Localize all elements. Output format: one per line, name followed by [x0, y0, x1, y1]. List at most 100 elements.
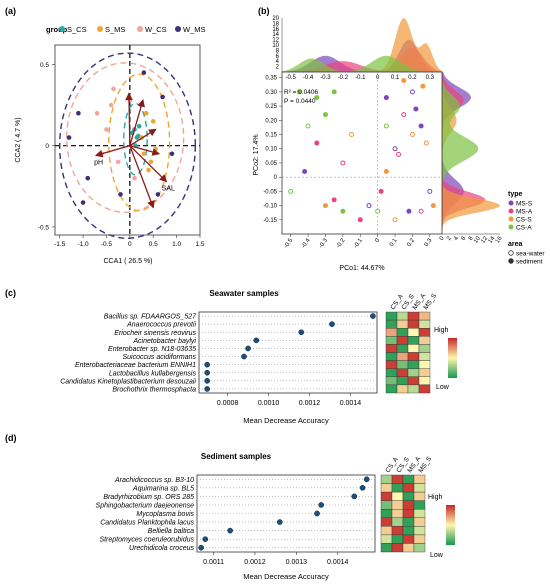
category-label: Enterobacteriaceae bacterium ENNIH1: [75, 362, 196, 369]
heatmap-cell: [402, 474, 415, 484]
y-tick-label-b: -0.15: [263, 218, 277, 224]
point-cs-s: [383, 168, 389, 174]
heatmap-cell: [391, 474, 404, 484]
env-arrow: [129, 128, 157, 147]
point-cs-a: [340, 208, 346, 214]
point-s_ms: [148, 159, 154, 165]
point-s_ms: [153, 146, 158, 152]
point-w_cs: [94, 110, 100, 116]
heatmap-cell: [385, 311, 398, 321]
legend-label-s_ms: S_MS: [105, 25, 125, 34]
right-density-tick-label: 16: [495, 235, 504, 244]
heatmap-cell: [413, 500, 426, 510]
x-tick-label-b: 0: [374, 237, 381, 244]
heatmap-cell: [380, 474, 393, 484]
x-tick-label-a: 0.5: [149, 241, 158, 248]
data-dot: [298, 329, 305, 336]
y-tick-label-a: -0.5: [38, 224, 50, 231]
heatmap-cell: [418, 368, 431, 378]
point-w_ms: [141, 70, 147, 75]
category-label: Sphingobacterium daejeonense: [96, 502, 195, 509]
point-s_ms: [141, 151, 147, 157]
heatmap-cell: [407, 336, 420, 345]
heatmap-cell: [385, 336, 398, 345]
heatmap-cell: [413, 517, 426, 527]
y-tick-label-b: 0.30: [265, 90, 277, 96]
heatmap-cell: [396, 336, 409, 345]
category-label: Bradyrhizobium sp. ORS 285: [103, 494, 194, 501]
legend-marker-cs-a: [508, 224, 514, 230]
point-w_ms: [85, 175, 91, 181]
category-label: Arachidicoccus sp. B3-10: [114, 477, 194, 484]
heatmap-cell: [418, 344, 431, 353]
category-label: Streptomyces coeruleorubidus: [99, 537, 194, 544]
legend-marker-sediment: [508, 258, 514, 264]
x-top-tick-label-b: 0.2: [408, 75, 417, 81]
right-density-tick-label: 4: [453, 235, 460, 242]
heatmap-cell: [396, 376, 409, 386]
scale-high-d: High: [428, 494, 443, 501]
legend-a: S_CS S_MS W_CS W_MS: [59, 25, 206, 34]
point-cs-s: [392, 217, 398, 223]
category-label: Mycoplasma bovis: [136, 511, 194, 518]
y-tick-label-b: 0.15: [265, 133, 277, 139]
plot-frame-a: [54, 44, 201, 236]
point-w_ms: [80, 200, 86, 205]
right-density-tick-label: 14: [488, 235, 497, 244]
point-ms-a: [401, 112, 407, 118]
heatmap-cell: [413, 474, 426, 484]
heatmap-cell: [396, 352, 409, 361]
point-cs-s: [401, 78, 407, 84]
point-ms-a: [314, 140, 320, 146]
heatmap-cell: [391, 500, 404, 510]
right-density-tick-label: 12: [480, 235, 489, 244]
legend-marker-ms-a: [508, 208, 514, 214]
panel-c-seawater-chart: Seawater samples Bacillus sp. FDAARGOS_5…: [60, 289, 457, 425]
x-axis-label-a: CCA1 ( 26.5 %): [103, 258, 152, 265]
heatmap-cell: [391, 534, 404, 544]
y-tick-label-b: -0.05: [263, 189, 277, 195]
heatmap-d: CS_ACS_SMS_AMS_S: [380, 455, 434, 553]
chart-title-d: Sediment samples: [201, 452, 272, 461]
legend-label-ms-s: MS-S: [516, 201, 533, 208]
ellipse-s_ms: [108, 73, 171, 212]
point-w_cs: [104, 127, 109, 132]
plot-frame-b: [281, 71, 443, 235]
heatmap-cell: [391, 509, 404, 518]
ellipse-w_ms: [58, 52, 197, 239]
legend-title-type: type: [508, 191, 523, 198]
point-s_ms: [146, 167, 151, 173]
heatmap-cell: [418, 319, 431, 329]
heatmap-cell: [385, 360, 398, 369]
category-label: Candidatus Kinetoplastibacterium desouza…: [60, 378, 196, 385]
data-dot: [241, 353, 247, 360]
x-top-tick-label-b: -0.2: [338, 75, 349, 81]
point-w_ms: [155, 192, 161, 197]
x-top-tick-label-b: 0.1: [391, 75, 400, 81]
x-top-tick-label-b: -0.1: [355, 75, 366, 81]
heatmap-cell: [402, 509, 415, 518]
heatmap-cell: [402, 483, 415, 493]
env-arrow: [129, 145, 161, 156]
legend-label-w_ms: W_MS: [183, 25, 206, 34]
x-tick-label-a: 1.5: [195, 241, 204, 248]
top-density-tick-label: 8: [276, 48, 280, 54]
point-ms-s: [392, 146, 398, 152]
heatmap-cell: [385, 352, 398, 361]
y-tick-label-b: 0: [274, 175, 278, 181]
chart-title-c: Seawater samples: [209, 289, 279, 298]
x-tick-label: 0.0010: [258, 400, 280, 407]
top-density-tick-label: 18: [272, 21, 279, 27]
top-density-cs-a: [282, 55, 442, 72]
heatmap-cell: [413, 491, 426, 501]
data-dot: [318, 502, 325, 508]
x-axis-label-b: PCo1: 44.67%: [339, 265, 384, 272]
color-scale-c: High Low: [434, 327, 457, 391]
panel-label-c: (c): [5, 288, 16, 298]
category-label: Belliella baltica: [148, 528, 194, 535]
heatmap-cell: [402, 491, 415, 501]
heatmap-cell: [396, 344, 409, 353]
y-tick-label-b: 0.35: [265, 76, 277, 82]
